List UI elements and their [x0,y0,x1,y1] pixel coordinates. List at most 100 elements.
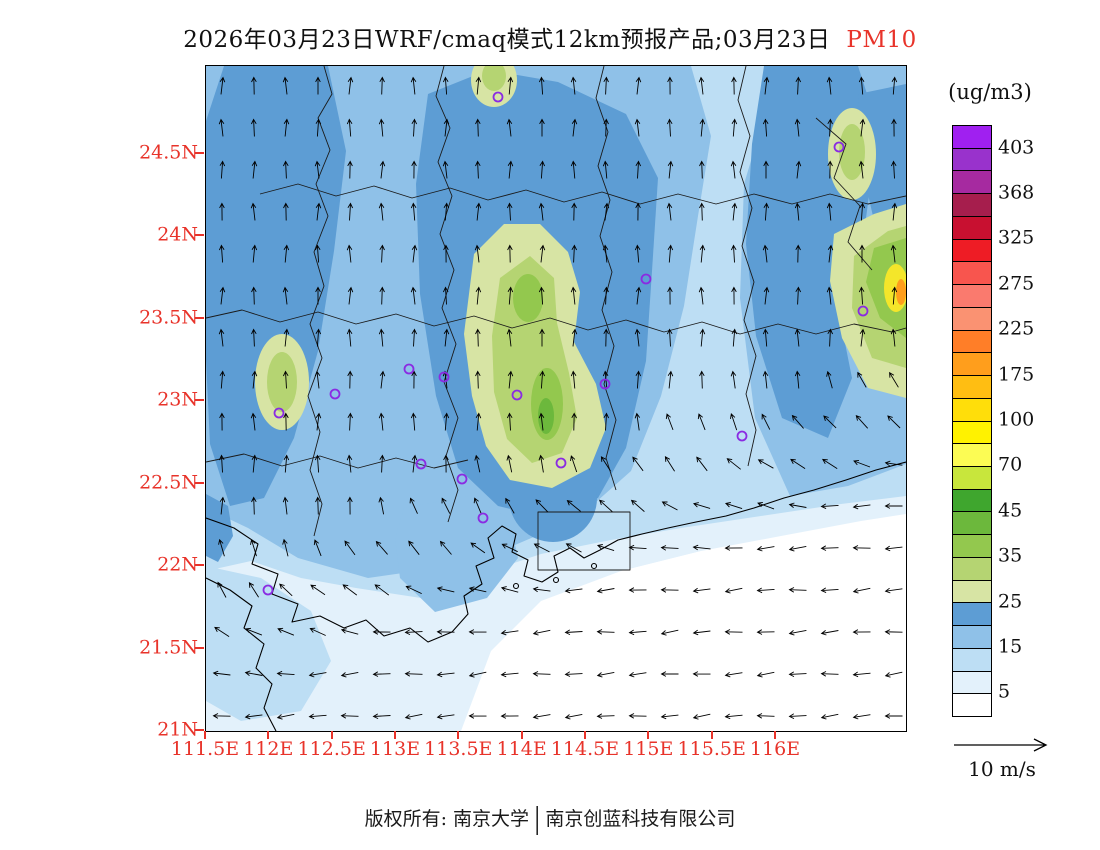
lat-axis-label: 24.5N [139,141,198,164]
wind-arrow-icon [506,118,513,137]
wind-arrow-icon [820,503,839,510]
wind-arrow-icon [820,671,839,677]
wind-arrow-icon [443,244,449,263]
wind-arrow-icon [791,414,804,429]
wind-arrow-icon [730,244,737,263]
lat-axis-label: 22N [157,553,198,576]
wind-arrow-icon [570,76,577,95]
wind-arrow-icon [571,118,578,137]
wind-arrow-icon [532,586,551,593]
wind-arrow-icon [699,118,706,137]
wind-arrow-icon [731,202,738,221]
wind-arrow-icon [853,459,871,468]
colorbar-tick-label: 403 [998,136,1035,159]
wind-arrow-icon [666,202,673,221]
wind-arrow-icon [628,544,647,551]
wind-arrow-icon [314,244,321,263]
wind-arrow-icon [788,587,807,593]
lat-axis-tick [195,234,204,237]
wind-arrow-icon [635,76,642,95]
wind-arrow-icon [884,713,903,719]
wind-arrow-icon [532,671,551,677]
wind-legend: 10 m/s [946,736,1058,781]
wind-arrow-icon [820,630,839,636]
wind-arrow-icon [309,627,326,636]
wind-arrow-icon [699,160,705,179]
colorbar-tick-label: 100 [998,408,1035,431]
colorbar-tick-label: 15 [998,635,1023,658]
colorbar-segment [953,489,991,513]
wind-arrow-icon [634,412,641,431]
wind-arrow-icon [571,202,577,221]
colorbar-segment [953,648,991,672]
wind-arrow-icon [443,328,450,347]
colorbar-segment [953,512,991,536]
wind-arrow-icon [506,328,513,347]
colorbar-segment [953,307,991,331]
wind-arrow-icon [283,412,289,431]
wind-arrow-icon [889,371,899,388]
wind-arrow-icon [762,118,769,137]
lon-axis-tick [267,731,270,739]
wind-arrow-icon [248,581,259,598]
wind-arrow-icon [340,628,359,635]
wind-arrow-icon [596,671,615,678]
colorbar-segment [953,126,991,149]
wind-arrow-icon [375,540,388,555]
colorbar-segment [953,671,991,695]
wind-arrow-icon [374,584,390,596]
wind-arrow-icon [378,496,385,515]
wind-arrow-icon [315,412,322,431]
wind-arrow-icon [603,328,609,347]
wind-arrow-icon [315,328,322,347]
wind-arrow-icon [310,584,326,596]
wind-arrow-icon [790,458,806,469]
wind-arrow-icon [475,412,482,431]
wind-arrow-icon [891,76,898,95]
wind-arrow-icon [730,160,737,179]
wind-arrow-icon [347,286,354,305]
wind-arrow-icon [244,713,263,720]
lon-axis-tick [457,731,460,739]
wind-arrow-icon [372,713,391,720]
colorbar-segment [953,194,991,217]
wind-arrow-icon [884,671,903,678]
colorbar-tick-label: 275 [998,272,1035,295]
wind-arrow-icon [756,629,775,635]
wind-arrow-icon [443,412,450,431]
wind-arrow-icon [538,202,545,221]
wind-arrow-icon [442,286,449,305]
wind-arrow-icon [501,543,518,553]
wind-arrow-icon [506,454,513,473]
wind-arrow-icon [596,629,615,635]
wind-arrow-icon [699,370,705,389]
lon-axis-tick [774,731,776,739]
wind-arrow-icon [692,587,711,594]
copyright-footer: 版权所有: 南京大学 | 南京创蓝科技有限公司 [0,803,1100,836]
wind-arrow-icon [859,202,866,221]
wind-arrow-icon [219,496,226,515]
wind-arrow-icon [442,160,449,179]
colorbar-tick-label: 25 [998,590,1023,613]
wind-arrow-icon [533,543,550,553]
copyright-right: 南京创蓝科技有限公司 [545,808,736,830]
wind-arrow-icon [821,458,838,469]
wind-arrow-icon [852,671,871,678]
wind-arrow-icon [474,454,481,473]
wind-arrow-icon [795,244,801,263]
wind-arrow-icon [763,160,769,179]
lon-axis-label: 116E [749,738,801,760]
wind-arrow-icon [891,118,897,137]
copyright-divider: | [534,802,541,836]
wind-arrow-icon [212,670,231,677]
wind-arrow-icon [279,583,293,597]
wind-arrow-icon [251,160,258,179]
wind-arrow-icon [635,202,641,221]
wind-arrow-icon [763,202,770,221]
lon-axis-tick [520,731,523,739]
wind-arrow-icon [827,328,834,347]
wind-arrow-icon [698,286,705,305]
wind-arrow-icon [794,328,801,347]
wind-arrow-icon [570,286,577,305]
